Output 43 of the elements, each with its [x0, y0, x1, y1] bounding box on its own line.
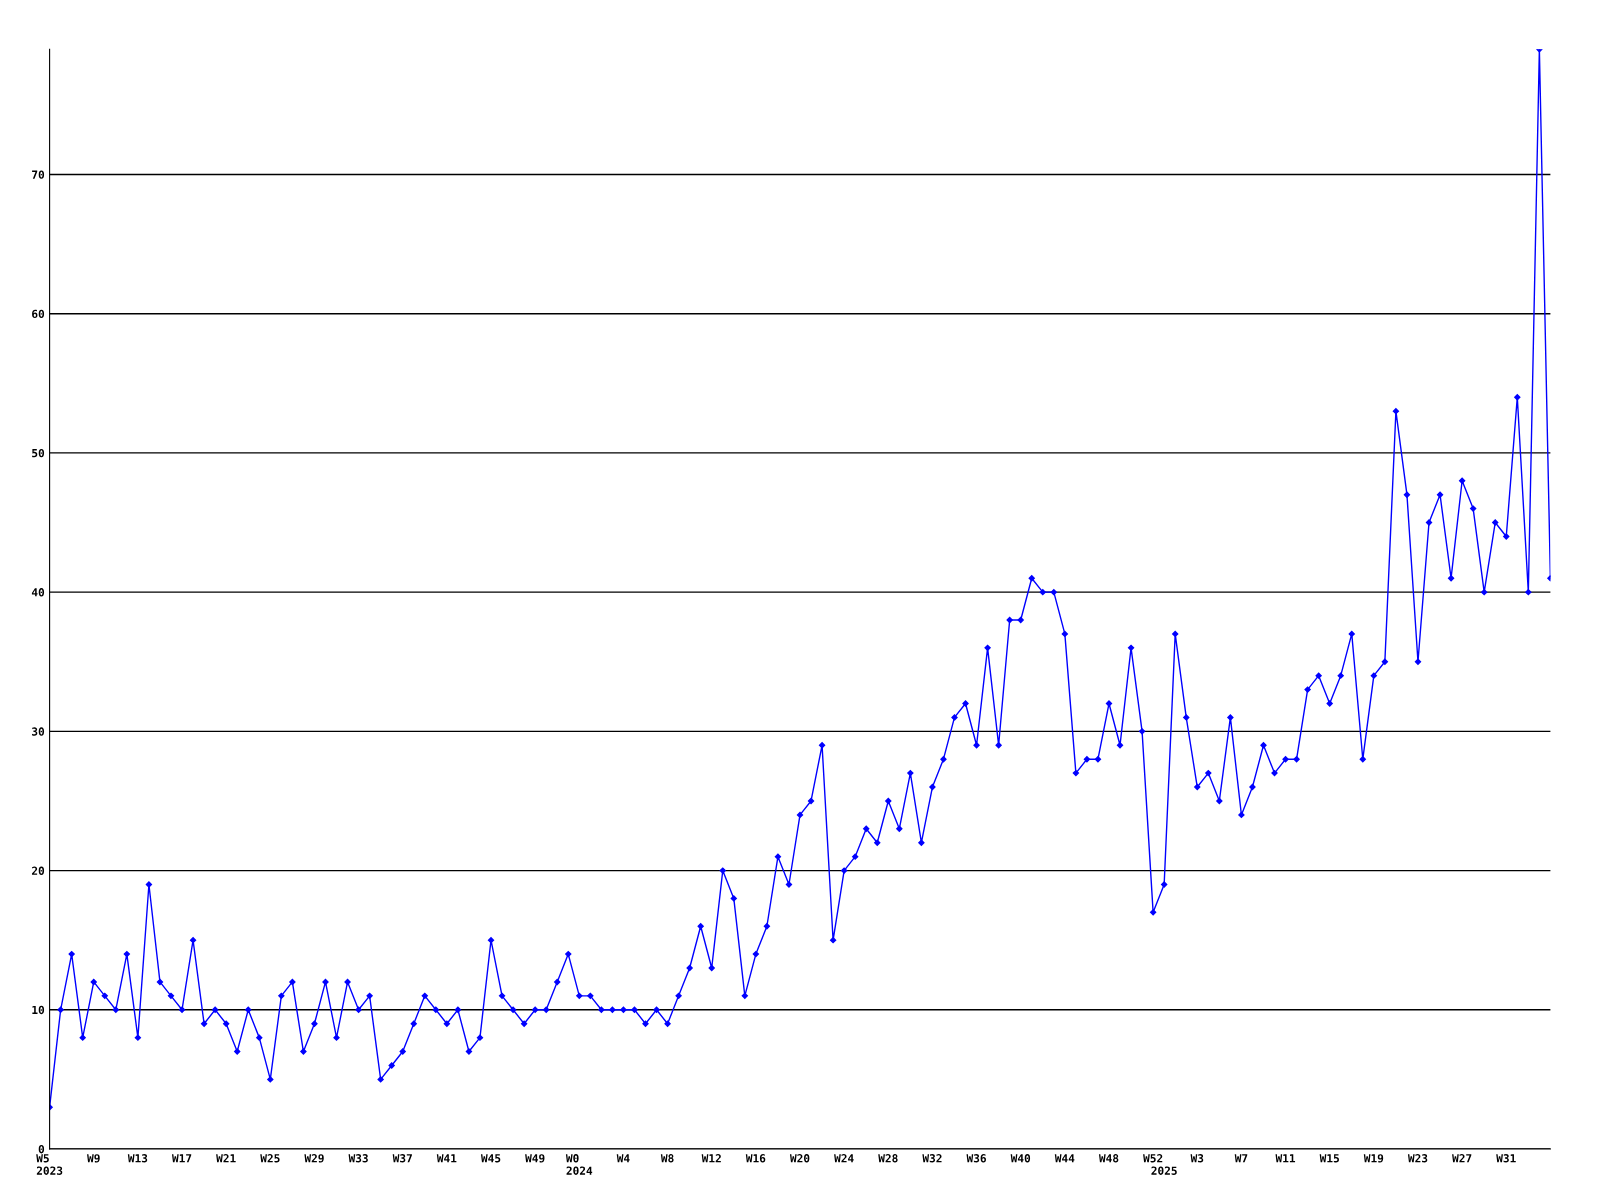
- y-tick-label: 20: [31, 866, 45, 875]
- x-tick-label: W16: [745, 1154, 766, 1163]
- x-tick-label: W7: [1234, 1154, 1248, 1163]
- y-tick-label: 10: [32, 1005, 45, 1015]
- x-tick-label: W20: [789, 1154, 810, 1163]
- x-tick-label: W3: [1190, 1154, 1204, 1163]
- x-tick-label: W36: [966, 1154, 986, 1163]
- x-tick-label: W44: [1054, 1154, 1075, 1163]
- x-tick-label: W8: [660, 1154, 674, 1163]
- x-tick-label: W48: [1098, 1154, 1119, 1163]
- x-tick-label: W31: [1496, 1154, 1516, 1163]
- x-tick-label: W17: [171, 1154, 192, 1163]
- x-tick-label: W41: [436, 1154, 457, 1163]
- x-tick-label: W5 2023: [36, 1154, 63, 1175]
- x-tick-label: W45: [480, 1154, 501, 1163]
- x-tick-label: W23: [1407, 1154, 1428, 1163]
- y-tick-label: 40: [31, 588, 45, 597]
- x-tick-label: W27: [1452, 1154, 1472, 1163]
- x-tick-label: W24: [834, 1154, 854, 1163]
- x-tick-label: W52: [1143, 1154, 1163, 1163]
- x-tick-label: 2025: [1151, 1166, 1177, 1175]
- x-tick-label: W29: [304, 1154, 324, 1163]
- x-tick-label: W40: [1010, 1154, 1031, 1163]
- x-tick-label: W49: [525, 1154, 545, 1163]
- y-tick-label: 70: [32, 170, 45, 179]
- x-tick-label: W19: [1363, 1154, 1384, 1163]
- x-tick-label: W12: [701, 1154, 721, 1163]
- x-tick-label: W21: [216, 1154, 236, 1163]
- x-tick-label: W32: [922, 1154, 942, 1163]
- y-tick-label: 0: [38, 1144, 45, 1154]
- x-tick-label: W28: [878, 1154, 898, 1163]
- x-tick-label: W15: [1319, 1154, 1339, 1163]
- x-tick-label: W11: [1275, 1154, 1296, 1163]
- x-tick-label: W0 2024: [565, 1154, 593, 1175]
- x-tick-label: W13: [127, 1154, 148, 1163]
- x-tick-label: W4: [616, 1154, 630, 1163]
- y-tick-label: 60: [32, 309, 45, 319]
- y-tick-label: 30: [32, 727, 45, 736]
- x-tick-label: W37: [392, 1154, 412, 1163]
- x-tick-label: W33: [348, 1154, 368, 1163]
- x-tick-label: W25: [260, 1154, 280, 1163]
- y-tick-label: 50: [32, 448, 45, 458]
- x-tick-label: W9: [87, 1154, 100, 1163]
